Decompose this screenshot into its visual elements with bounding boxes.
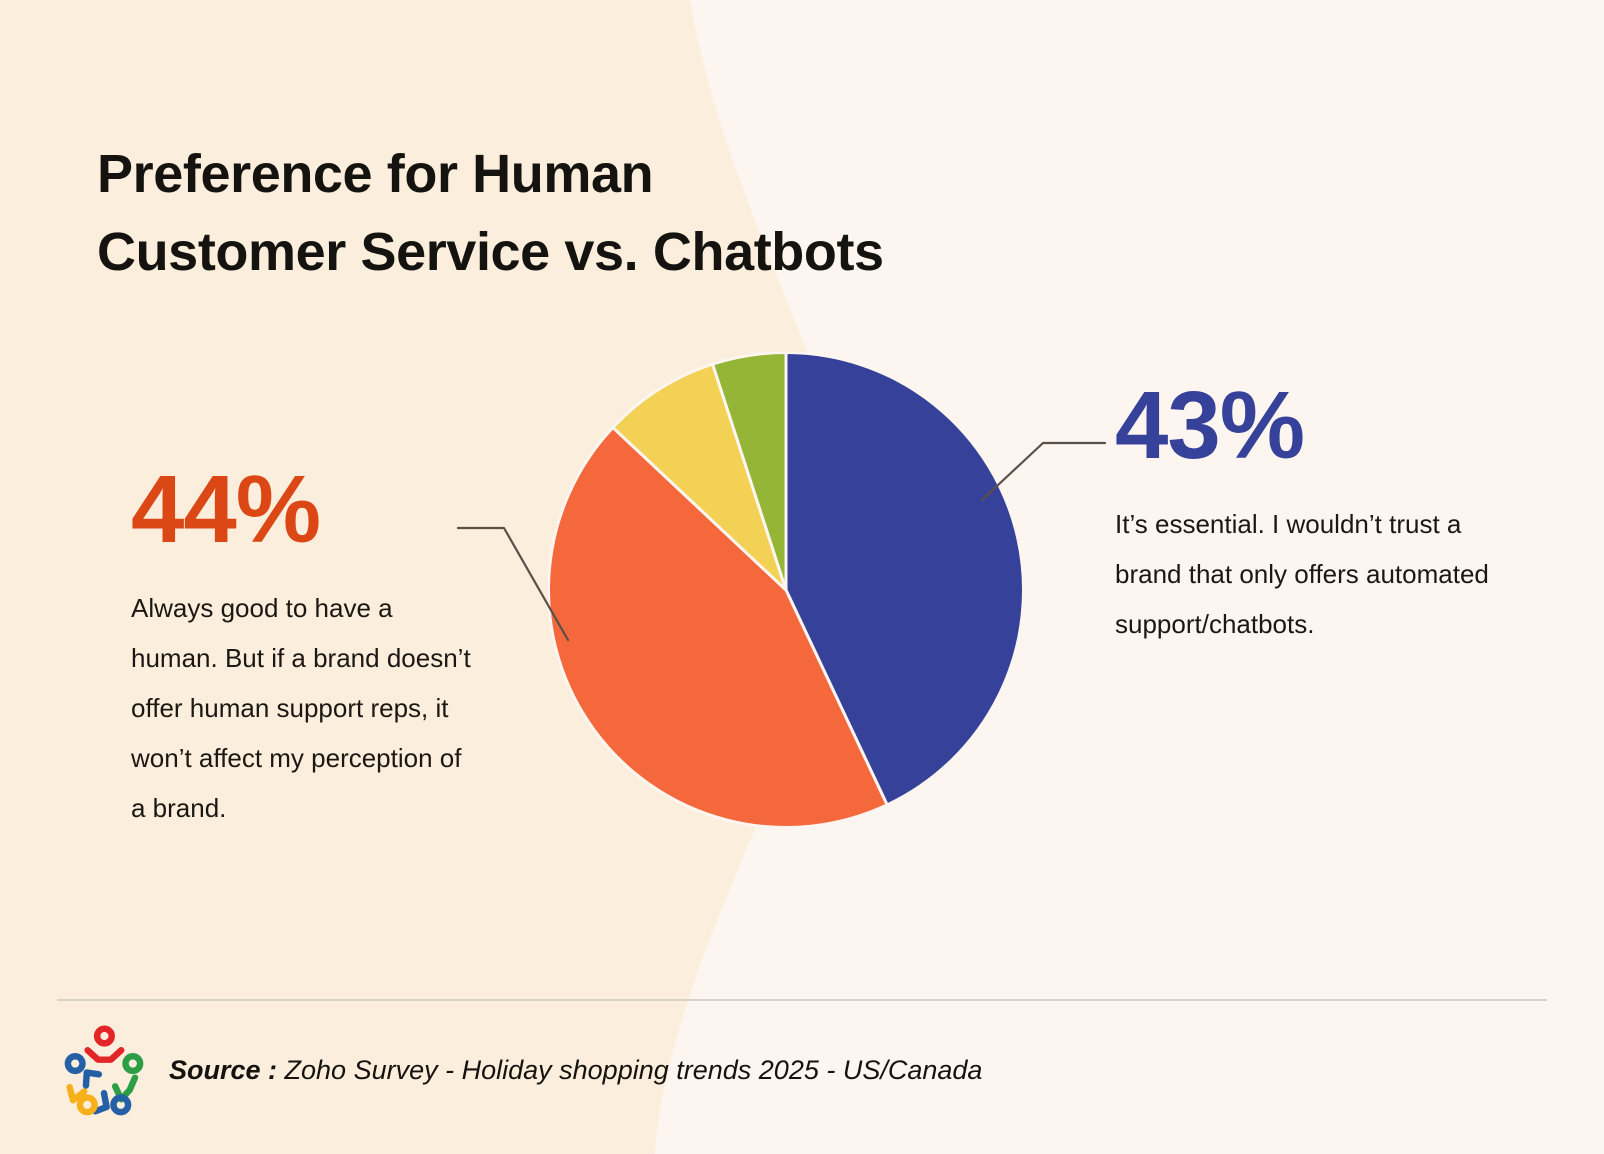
callout-right: 43% It’s essential. I wouldn’t trust a b… [1115, 378, 1515, 650]
footer-divider [57, 999, 1547, 1001]
pie-chart [548, 352, 1024, 828]
callout-description-left: Always good to have a human. But if a br… [131, 593, 471, 823]
percent-value-left: 44% [131, 456, 321, 563]
callout-left: 44% Always good to have a human. But if … [131, 462, 476, 834]
pie-slices [548, 352, 1024, 828]
source-label: Source : [169, 1054, 278, 1085]
footer: Source : Zoho Survey - Holiday shopping … [61, 1024, 982, 1116]
pie-slice [610, 362, 788, 592]
pie-slice [710, 352, 788, 591]
pie-slice [548, 425, 890, 828]
zoho-people-logo-icon [64, 1025, 144, 1116]
pie-slice [784, 352, 1024, 807]
percent-value-right: 43% [1115, 372, 1305, 479]
page-title: Preference for Human Customer Service vs… [97, 144, 884, 283]
callout-description-right: It’s essential. I wouldn’t trust a brand… [1115, 509, 1489, 639]
source-text: Zoho Survey - Holiday shopping trends 20… [277, 1054, 983, 1085]
source-line: Source : Zoho Survey - Holiday shopping … [169, 1055, 982, 1086]
